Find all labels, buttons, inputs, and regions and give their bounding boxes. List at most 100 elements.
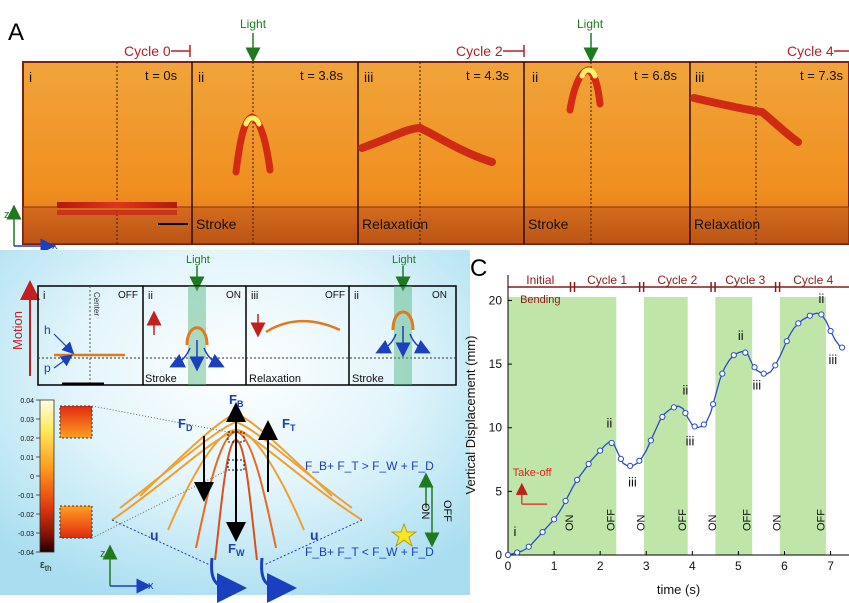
h-arrow (53, 333, 75, 355)
data-point-marker (550, 516, 558, 523)
data-point-marker (659, 413, 666, 421)
p-label: p (44, 361, 51, 375)
frame-time: t = 3.8s (300, 68, 343, 83)
flow-arrow (203, 347, 225, 368)
b-frame-caption: Stroke (352, 373, 384, 385)
frame-caption: Stroke (528, 216, 569, 232)
axis-indicator-a: z x (4, 204, 58, 254)
phase-label: Cycle 1 (587, 273, 627, 287)
phase-label: Initial (526, 273, 554, 287)
on-interval-band (715, 297, 753, 555)
colorbar-tick-label: -0.04 (18, 550, 34, 557)
phase-annotation: ii (818, 291, 824, 306)
data-point-marker (670, 404, 677, 411)
phase-label: Cycle 2 (657, 273, 697, 287)
x-tick-label: 1 (551, 559, 558, 573)
data-point-marker (691, 423, 698, 430)
x-axis-label-b: x (148, 580, 154, 592)
frame-caption: Relaxation (694, 216, 760, 232)
displacement-chart: Initial Cycle 1 Cycle 2 Cycle 3 Cycle 4 Bendi… (463, 273, 849, 597)
chart-axes: 0 1 2 3 4 5 6 7 0 5 10 15 20 time (s) Vertical Displac… (463, 275, 849, 597)
cycle-4-label: Cycle 4 (787, 43, 834, 59)
data-point-marker (617, 455, 624, 463)
data-point-marker (574, 476, 581, 484)
beam-flat-shadow (57, 210, 177, 215)
force-equations: F_B+ F_T > F_W + F_D F_B+ F_T < F_W + F_… (305, 459, 453, 559)
frame-time: t = 4.3s (466, 68, 509, 83)
phase-label: Cycle 3 (725, 273, 765, 287)
light-label-a2: Light (577, 17, 604, 31)
cycle-0-label: Cycle 0 (124, 43, 171, 59)
z-axis-label: z (4, 209, 10, 221)
data-point-marker (719, 370, 726, 377)
beam-arch (358, 123, 496, 166)
light-label-b1: Light (186, 254, 210, 266)
u-guide-left (111, 519, 211, 566)
frame-roman: iii (695, 69, 704, 85)
equation-off: F_B+ F_T < F_W + F_D (305, 545, 434, 559)
cycle-markers: Cycle 0 Cycle 2 Cycle 4 (124, 43, 849, 59)
panel-c-label: C (470, 255, 487, 282)
light-label-b2: Light (392, 254, 416, 266)
phase-annotation: i (513, 524, 516, 539)
x-tick-label: 2 (597, 559, 604, 573)
x-axis-label: x (52, 240, 58, 252)
flow-arrow (169, 347, 191, 368)
data-point-marker (682, 409, 689, 417)
colorbar-tick-label: 0 (30, 474, 34, 481)
u-label-right: u (310, 527, 319, 543)
frame-time: t = 0s (145, 68, 178, 83)
displacement-markers (504, 311, 846, 559)
takeoff-label: Take-off (513, 467, 553, 479)
u-label-left: u (150, 527, 159, 543)
data-point-marker (751, 364, 758, 371)
detail-guide (91, 469, 229, 539)
cycle-2-label: Cycle 2 (456, 43, 503, 59)
data-point-marker (838, 344, 846, 351)
beam-glow-tip-2 (579, 67, 598, 79)
beam-glow-tip (243, 115, 262, 127)
strain-sample-bottom (59, 505, 93, 539)
on-off-label: ON (707, 514, 719, 531)
switch-on-label: ON (419, 503, 431, 520)
data-point-marker (700, 421, 707, 428)
x-axis-title: time (s) (657, 582, 700, 597)
data-point-marker (636, 457, 643, 464)
data-point-marker (597, 447, 604, 454)
colorbar-tick-label: -0.01 (18, 493, 34, 500)
frame-roman: ii (198, 69, 204, 85)
x-tick-label: 7 (827, 559, 834, 573)
force-ft-label: FT (282, 416, 296, 433)
on-off-label: ON (771, 514, 783, 531)
force-fb-label: FB (229, 392, 244, 409)
on-interval-band (643, 297, 688, 555)
on-off-label: OFF (606, 509, 618, 531)
colorbar-tick-label: -0.02 (18, 512, 34, 519)
center-label: Center (92, 292, 101, 316)
colorbar-ticks: 0.04 0.03 0.02 0.01 0 -0.01 -0.02 -0.03 -0.04 (18, 398, 40, 557)
force-fw-label: FW (228, 541, 245, 558)
data-point-marker (783, 338, 790, 345)
beam-flat (57, 202, 177, 208)
flow-swirl-left (210, 557, 247, 603)
y-tick-label: 15 (489, 357, 503, 371)
colorbar-gradient (39, 399, 55, 553)
detail-guide (91, 405, 229, 433)
beam-fold-schematic (391, 310, 415, 331)
data-point-marker (525, 543, 532, 550)
data-point-marker (608, 439, 615, 447)
phase-annotation: ii (683, 383, 689, 398)
y-tick-label: 20 (489, 293, 503, 307)
frame-caption: Relaxation (362, 216, 428, 232)
phase-annotation: ii (738, 328, 744, 343)
frame-labels-a: i t = 0s Stroke ii t = 3.8s iii t = 4.3s… (29, 68, 843, 232)
on-off-label: ON (636, 514, 648, 531)
x-tick-label: 0 (505, 559, 512, 573)
phase-annotation: ii (606, 416, 612, 431)
x-tick-label: 4 (689, 559, 696, 573)
data-point-marker (772, 362, 779, 369)
phase-annotation: iii (753, 378, 762, 393)
phase-annotation: iii (686, 434, 695, 449)
light-star-icon (390, 522, 418, 548)
colorbar-tick-label: 0.03 (20, 417, 34, 424)
